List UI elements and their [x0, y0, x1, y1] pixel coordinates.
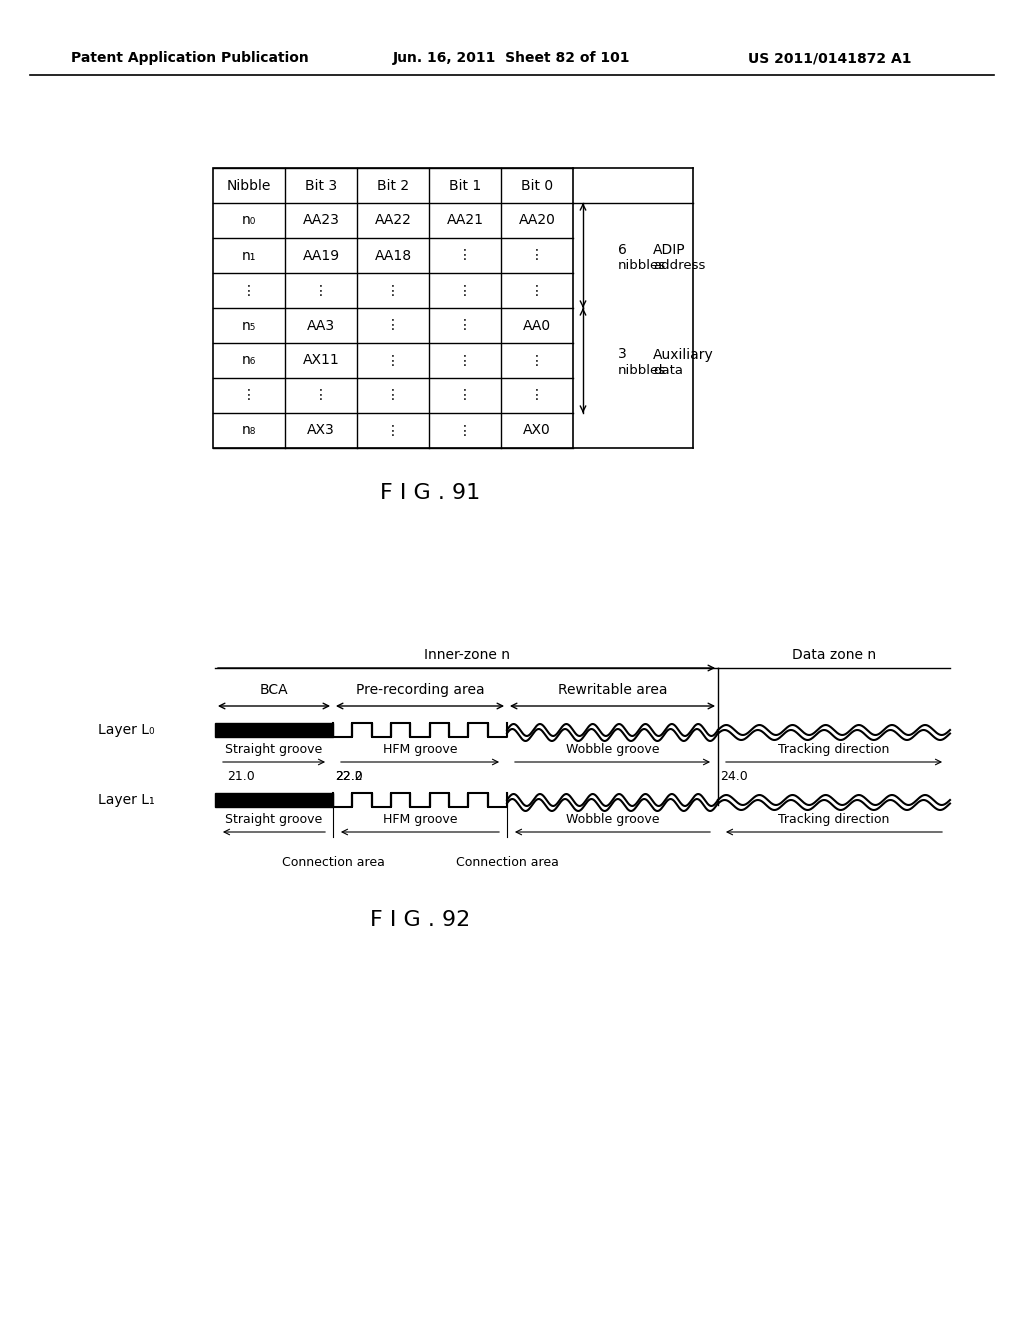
Text: AX3: AX3: [307, 424, 335, 437]
Text: n₁: n₁: [242, 248, 256, 263]
Text: ⋮: ⋮: [242, 388, 256, 403]
Text: ⋮: ⋮: [458, 424, 472, 437]
Text: data: data: [653, 364, 683, 378]
Text: n₈: n₈: [242, 424, 256, 437]
Text: Wobble groove: Wobble groove: [565, 743, 659, 756]
Text: AA20: AA20: [518, 214, 555, 227]
Text: AA0: AA0: [523, 318, 551, 333]
Text: Inner-zone n: Inner-zone n: [424, 648, 510, 663]
Text: nibbles: nibbles: [618, 364, 667, 378]
Text: AA21: AA21: [446, 214, 483, 227]
Bar: [213, 168, 573, 447]
Text: ⋮: ⋮: [458, 318, 472, 333]
Text: F I G . 91: F I G . 91: [380, 483, 480, 503]
Text: ⋮: ⋮: [314, 284, 328, 297]
Text: Jun. 16, 2011  Sheet 82 of 101: Jun. 16, 2011 Sheet 82 of 101: [393, 51, 631, 65]
Text: Wobble groove: Wobble groove: [565, 813, 659, 826]
Text: n₅: n₅: [242, 318, 256, 333]
Text: ⋮: ⋮: [386, 354, 400, 367]
Text: US 2011/0141872 A1: US 2011/0141872 A1: [749, 51, 911, 65]
Text: AX0: AX0: [523, 424, 551, 437]
Text: Bit 0: Bit 0: [521, 178, 553, 193]
Text: Nibble: Nibble: [226, 178, 271, 193]
Text: AA18: AA18: [375, 248, 412, 263]
Text: ⋮: ⋮: [386, 424, 400, 437]
Text: 3: 3: [618, 347, 627, 362]
Text: Straight groove: Straight groove: [225, 743, 323, 756]
Text: 21.0: 21.0: [227, 770, 255, 783]
Text: Connection area: Connection area: [456, 855, 558, 869]
Text: ⋮: ⋮: [458, 284, 472, 297]
Text: ⋮: ⋮: [530, 284, 544, 297]
Text: ⋮: ⋮: [530, 248, 544, 263]
Text: AA23: AA23: [302, 214, 339, 227]
Text: 22.0: 22.0: [335, 770, 362, 783]
Text: ⋮: ⋮: [314, 388, 328, 403]
Text: AA19: AA19: [302, 248, 340, 263]
Text: Auxiliary: Auxiliary: [653, 347, 714, 362]
Text: Patent Application Publication: Patent Application Publication: [71, 51, 309, 65]
Text: nibbles: nibbles: [618, 259, 667, 272]
Text: HFM groove: HFM groove: [383, 743, 458, 756]
Text: Layer L₁: Layer L₁: [98, 793, 155, 807]
Text: ⋮: ⋮: [458, 388, 472, 403]
Text: ⋮: ⋮: [458, 354, 472, 367]
Text: address: address: [653, 259, 706, 272]
Text: AX11: AX11: [303, 354, 339, 367]
Text: Straight groove: Straight groove: [225, 813, 323, 826]
Text: ⋮: ⋮: [458, 248, 472, 263]
Text: F I G . 92: F I G . 92: [370, 909, 470, 931]
Text: Bit 3: Bit 3: [305, 178, 337, 193]
Text: 24.0: 24.0: [720, 770, 748, 783]
Text: 22.2: 22.2: [335, 770, 362, 783]
Text: Bit 1: Bit 1: [449, 178, 481, 193]
Text: ⋮: ⋮: [386, 284, 400, 297]
Text: Tracking direction: Tracking direction: [778, 743, 890, 756]
Text: ⋮: ⋮: [530, 388, 544, 403]
Text: Connection area: Connection area: [282, 855, 384, 869]
Text: ADIP: ADIP: [653, 243, 686, 256]
Text: n₀: n₀: [242, 214, 256, 227]
Text: ⋮: ⋮: [386, 388, 400, 403]
Text: n₆: n₆: [242, 354, 256, 367]
Text: Rewritable area: Rewritable area: [558, 682, 668, 697]
Bar: [215, 723, 333, 737]
Text: ⋮: ⋮: [530, 354, 544, 367]
Text: 6: 6: [618, 243, 627, 256]
Text: ⋮: ⋮: [386, 318, 400, 333]
Text: AA3: AA3: [307, 318, 335, 333]
Bar: [215, 793, 333, 807]
Text: Bit 2: Bit 2: [377, 178, 409, 193]
Text: Data zone n: Data zone n: [792, 648, 877, 663]
Text: BCA: BCA: [260, 682, 289, 697]
Text: ⋮: ⋮: [242, 284, 256, 297]
Text: HFM groove: HFM groove: [383, 813, 458, 826]
Text: Pre-recording area: Pre-recording area: [355, 682, 484, 697]
Text: AA22: AA22: [375, 214, 412, 227]
Text: Layer L₀: Layer L₀: [98, 723, 155, 737]
Text: Tracking direction: Tracking direction: [778, 813, 890, 826]
